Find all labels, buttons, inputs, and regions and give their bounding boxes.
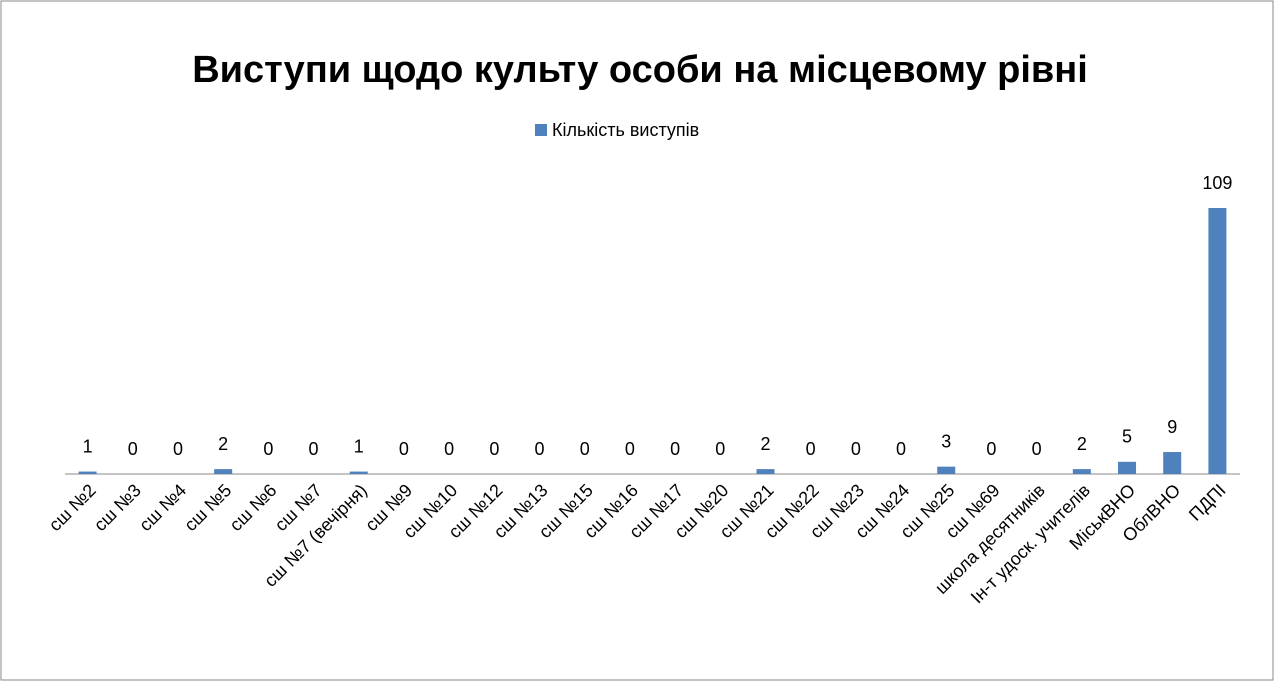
data-label: 9 [1167, 417, 1177, 437]
data-label: 109 [1202, 173, 1232, 193]
data-label: 2 [1077, 434, 1087, 454]
bar [756, 469, 775, 474]
bar [1118, 461, 1137, 474]
data-label: 2 [218, 434, 228, 454]
data-label: 0 [715, 439, 725, 459]
bar [1163, 452, 1182, 474]
data-label: 0 [580, 439, 590, 459]
data-label: 0 [806, 439, 816, 459]
data-label: 0 [444, 439, 454, 459]
bar [214, 469, 233, 474]
data-label: 0 [1032, 439, 1042, 459]
data-label: 0 [128, 439, 138, 459]
data-label: 0 [670, 439, 680, 459]
data-label: 3 [941, 431, 951, 451]
data-label: 5 [1122, 427, 1132, 447]
data-label: 1 [354, 436, 364, 456]
data-label: 0 [399, 439, 409, 459]
data-label: 0 [896, 439, 906, 459]
bar [1072, 469, 1091, 474]
chart-title: Виступи щодо культу особи на місцевому р… [192, 49, 1088, 91]
data-label: 1 [83, 436, 93, 456]
data-label: 0 [489, 439, 499, 459]
bar [937, 466, 956, 474]
data-label: 0 [309, 439, 319, 459]
legend-label: Кількість виступів [552, 120, 699, 140]
data-label: 0 [986, 439, 996, 459]
data-label: 0 [173, 439, 183, 459]
bar [349, 471, 368, 474]
bar [1208, 208, 1227, 474]
data-label: 0 [535, 439, 545, 459]
data-label: 0 [851, 439, 861, 459]
data-label: 2 [760, 434, 770, 454]
data-label: 0 [625, 439, 635, 459]
legend-swatch [535, 124, 547, 136]
data-label: 0 [263, 439, 273, 459]
bar [78, 471, 97, 474]
